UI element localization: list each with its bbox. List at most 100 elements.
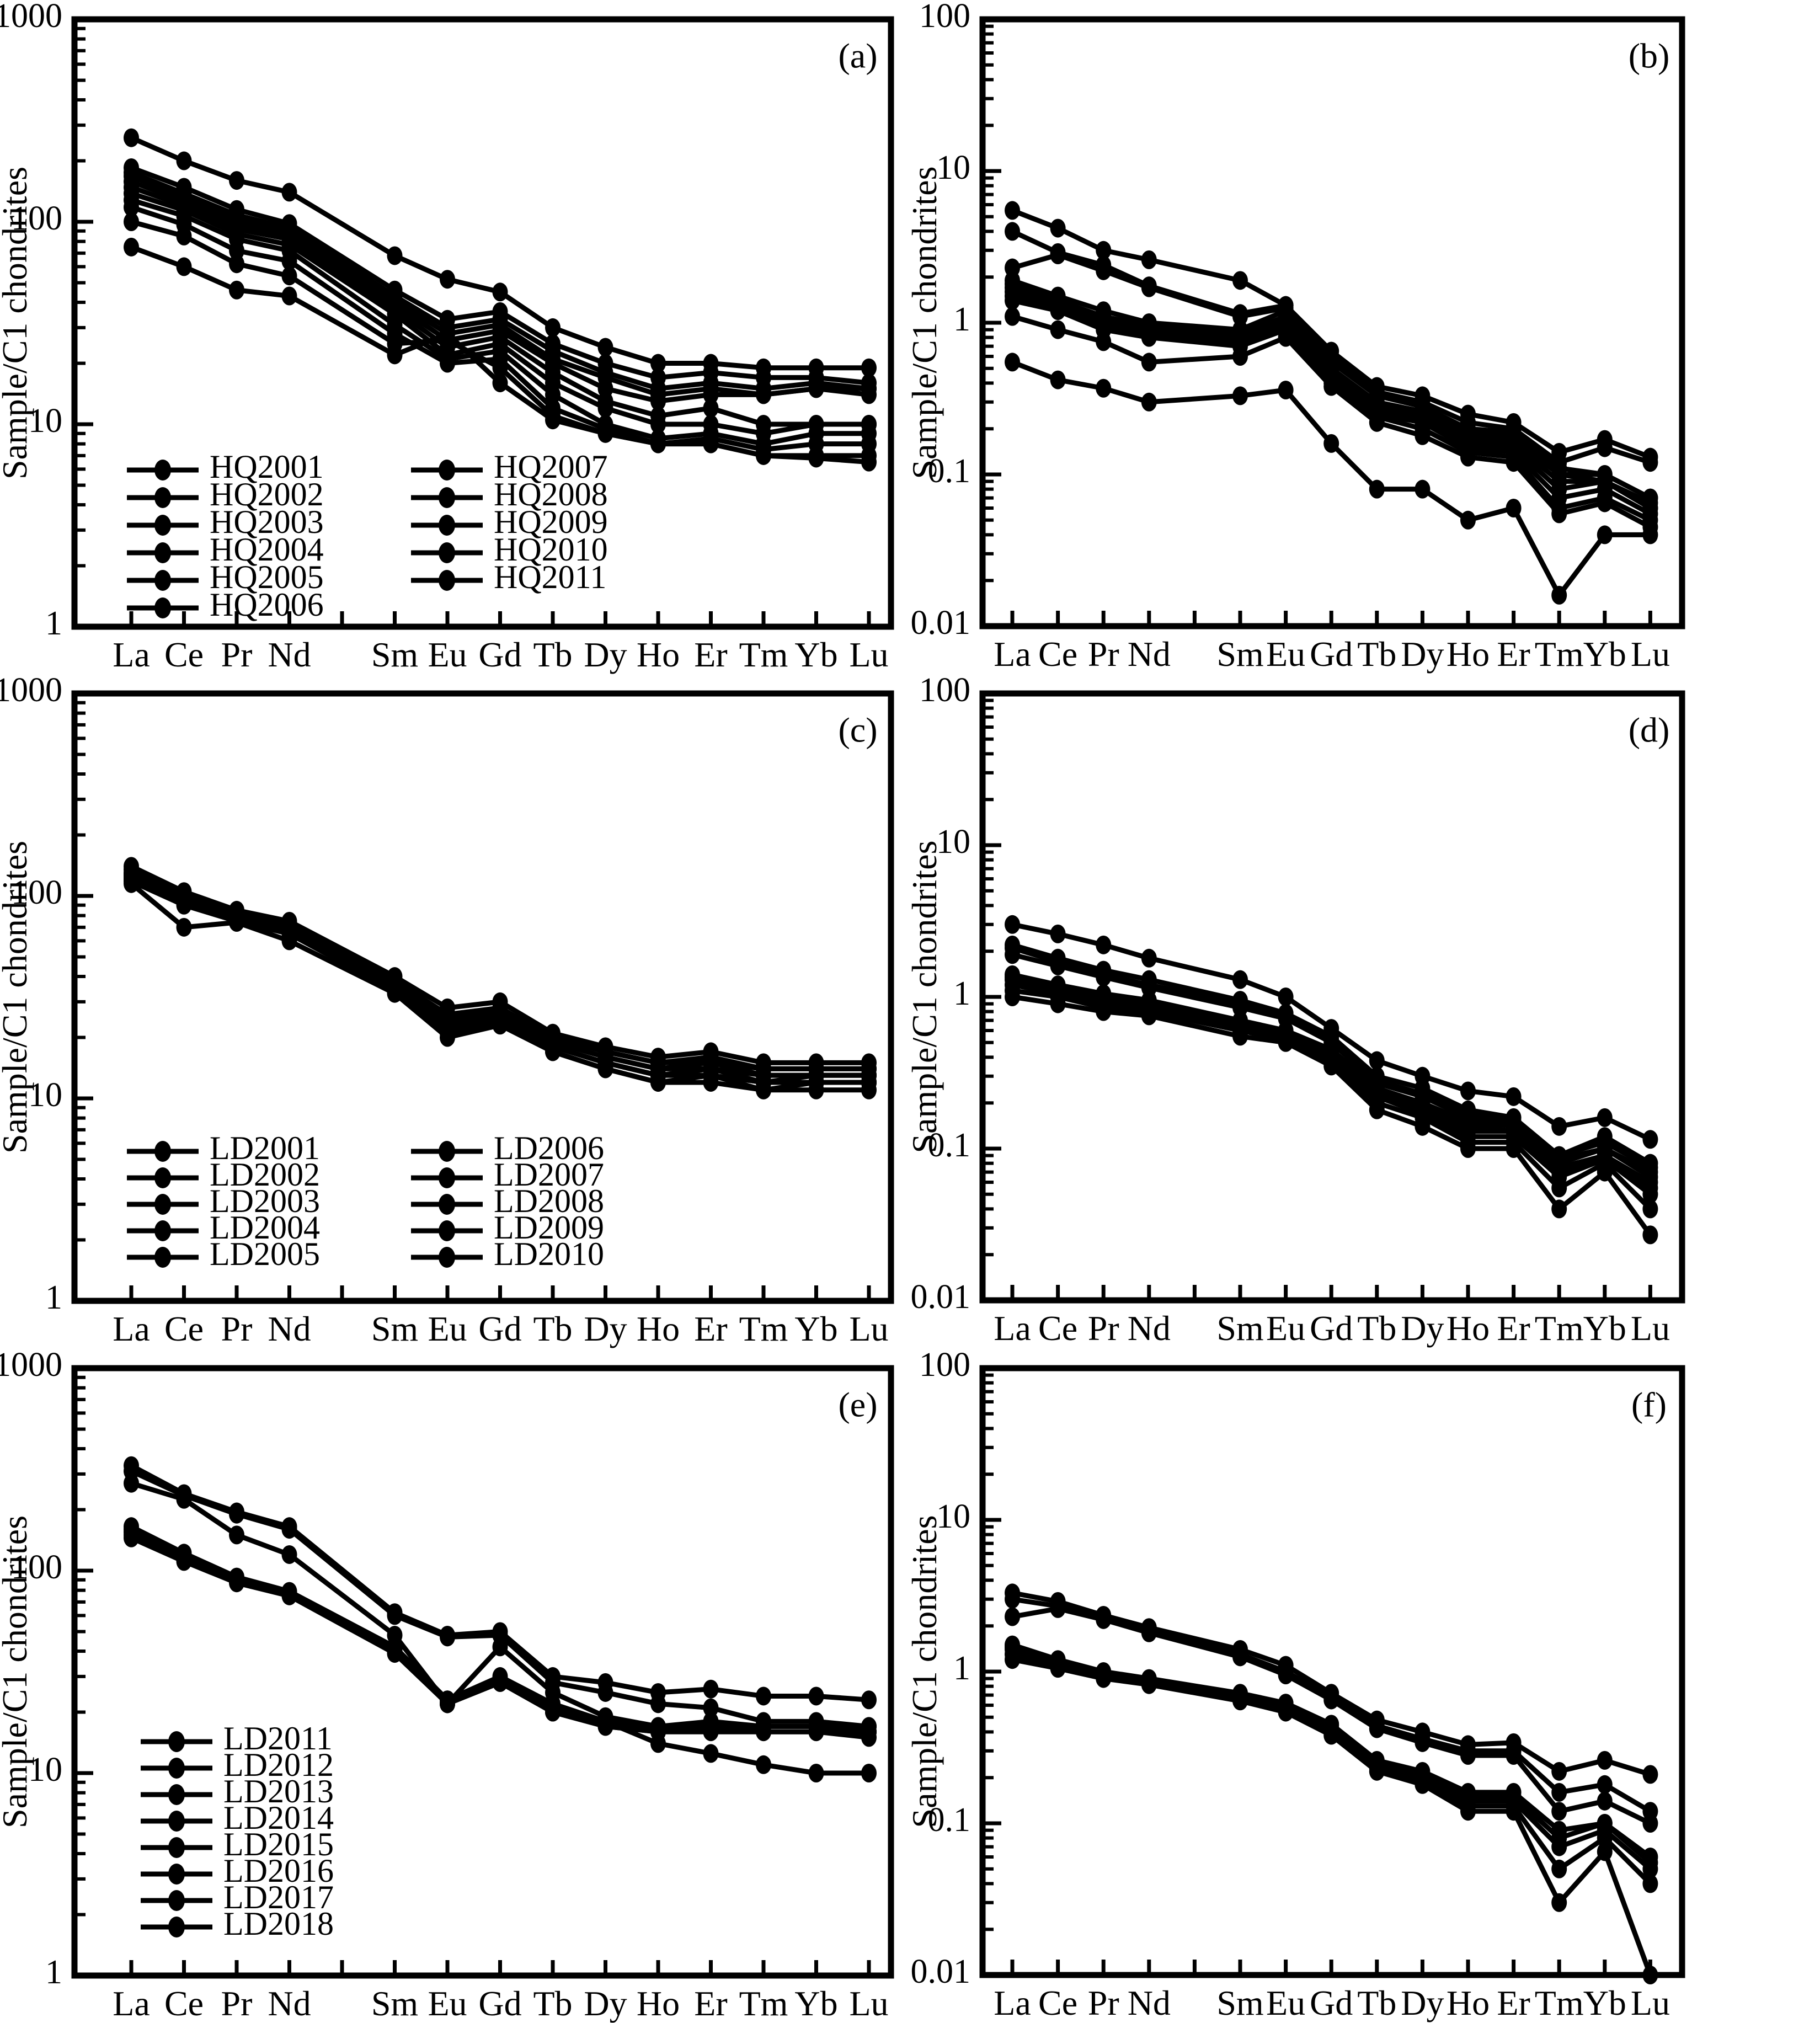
series-marker-s10 bbox=[1460, 1139, 1476, 1158]
panel-letter: (d) bbox=[1629, 711, 1670, 750]
series-marker-s11 bbox=[1460, 510, 1476, 530]
y-tick-label: 1000 bbox=[0, 674, 62, 709]
x-tick-label: Sm bbox=[1216, 634, 1263, 674]
series-marker-HQ2011 bbox=[756, 446, 771, 465]
x-tick-label: Ce bbox=[164, 1309, 204, 1348]
x-tick-label: Pr bbox=[1088, 1983, 1119, 2022]
series-marker-s6 bbox=[1642, 1859, 1658, 1878]
x-tick-label: Sm bbox=[371, 635, 418, 674]
x-tick-label: Tb bbox=[533, 635, 572, 674]
series-line-HQ2006 bbox=[130, 185, 869, 427]
y-axis-title: Sample/C1 chondrites bbox=[910, 166, 944, 479]
series-marker-HQ2009 bbox=[281, 252, 297, 271]
series-marker-s1 bbox=[1506, 1087, 1522, 1106]
series-marker-s1 bbox=[1551, 1117, 1567, 1136]
legend-label-LD2008: LD2008 bbox=[494, 1183, 604, 1219]
x-tick-label: Tm bbox=[1535, 1309, 1584, 1348]
series-marker-HQ2005 bbox=[808, 379, 824, 398]
series-marker-s3 bbox=[1232, 1647, 1248, 1667]
series-marker-HQ2009 bbox=[440, 354, 455, 373]
panel-c: 1 10 100 1000 La Ce Pr Nd Sm Eu Gd Tb Dy Ho Er Tm Yb Lu Sa… bbox=[0, 674, 910, 1348]
x-tick-label: Yb bbox=[794, 1309, 837, 1348]
legend-label-LD2015: LD2015 bbox=[223, 1826, 334, 1862]
x-tick-label: Gd bbox=[1310, 1983, 1353, 2022]
series-marker-HQ2008 bbox=[545, 385, 561, 404]
legend-marker-dot bbox=[168, 1864, 185, 1885]
series-marker-LD2010 bbox=[176, 917, 192, 937]
panel-e: 1 10 100 1000 La Ce Pr Nd Sm Eu Gd Tb Dy Ho Er Tm Yb Lu Sa… bbox=[0, 1349, 910, 2023]
x-tick-label: Tb bbox=[533, 1309, 572, 1348]
series-marker-s2 bbox=[1005, 222, 1020, 241]
series-marker-HQ2010 bbox=[229, 254, 244, 274]
series-marker-LD2010 bbox=[756, 1080, 771, 1099]
x-tick-label: Ho bbox=[637, 1309, 680, 1348]
series-marker-s2 bbox=[1597, 438, 1613, 457]
y-tick-label: 0.01 bbox=[911, 604, 971, 642]
series-marker-s2 bbox=[1005, 1589, 1020, 1609]
x-tick-label: Nd bbox=[268, 1984, 311, 2023]
legend-marker-dot bbox=[154, 487, 171, 508]
series-marker-s4 bbox=[1096, 968, 1112, 987]
series-marker-HQ2011 bbox=[229, 280, 244, 300]
x-tick-label: La bbox=[113, 635, 150, 674]
series-marker-LD2010 bbox=[703, 1072, 719, 1092]
legend-marker-dot bbox=[168, 1837, 185, 1858]
series-marker-HQ2011 bbox=[808, 449, 824, 468]
x-tick-label: Lu bbox=[1631, 1983, 1670, 2022]
legend-label-HQ2010: HQ2010 bbox=[494, 531, 608, 568]
y-tick-label: 1000 bbox=[0, 0, 62, 35]
x-tick-label: Er bbox=[694, 635, 727, 674]
legend-label-LD2017: LD2017 bbox=[223, 1879, 334, 1915]
series-marker-s1 bbox=[1141, 250, 1157, 269]
series-marker-s8 bbox=[1460, 1802, 1476, 1821]
series-marker-s8 bbox=[1232, 1691, 1248, 1711]
panel-letter: (f) bbox=[1631, 1385, 1667, 1424]
series-line-s4 bbox=[1011, 952, 1652, 1175]
x-tick-label: Dy bbox=[1401, 634, 1444, 674]
series-marker-LD2018 bbox=[492, 1673, 508, 1692]
series-marker-s3 bbox=[1141, 278, 1157, 297]
series-line-LD2018 bbox=[130, 1535, 869, 1776]
y-tick-label: 100 bbox=[919, 0, 970, 35]
series-marker-LD2010 bbox=[650, 1072, 666, 1092]
x-tick-label: Yb bbox=[1583, 1983, 1626, 2022]
y-tick-label: 10 bbox=[936, 149, 970, 186]
legend-marker-dot bbox=[168, 1811, 185, 1832]
legend-marker-dot bbox=[168, 1917, 185, 1937]
series-marker-LD2010 bbox=[281, 931, 297, 951]
series-marker-s3 bbox=[1597, 1791, 1613, 1811]
series-marker-s4 bbox=[1005, 945, 1020, 964]
series-marker-s10 bbox=[1323, 1056, 1339, 1076]
series-marker-HQ2001 bbox=[387, 246, 403, 265]
series-marker-LD2018 bbox=[861, 1764, 877, 1782]
legend-label-LD2007: LD2007 bbox=[494, 1156, 604, 1193]
series-marker-s7 bbox=[1551, 1859, 1567, 1878]
y-tick-label: 100 bbox=[11, 200, 62, 237]
legend-marker-dot bbox=[439, 1141, 455, 1162]
series-marker-s1 bbox=[1597, 1750, 1613, 1770]
series-marker-HQ2005 bbox=[650, 392, 666, 411]
series-marker-s3 bbox=[1096, 261, 1112, 280]
legend-label-LD2014: LD2014 bbox=[223, 1800, 334, 1836]
series-marker-s8 bbox=[1415, 1775, 1431, 1794]
legend-marker-dot bbox=[154, 460, 171, 481]
series-marker-s9 bbox=[1141, 328, 1157, 347]
legend-marker-dot bbox=[439, 1247, 455, 1268]
series-marker-s8 bbox=[1597, 1842, 1613, 1861]
series-marker-LD2018 bbox=[229, 1573, 244, 1593]
legend-marker-dot bbox=[168, 1758, 185, 1779]
series-marker-s11 bbox=[1415, 479, 1431, 499]
series-marker-s8 bbox=[1369, 1762, 1385, 1781]
x-tick-label: Eu bbox=[428, 635, 467, 674]
series-marker-HQ2010 bbox=[124, 212, 139, 231]
series-line-HQ2005 bbox=[130, 179, 869, 404]
legend-label-LD2009: LD2009 bbox=[494, 1209, 604, 1246]
series-marker-LD2018 bbox=[597, 1712, 613, 1731]
x-tick-label: Ce bbox=[1038, 1983, 1077, 2022]
y-tick-label: 0.01 bbox=[911, 1953, 971, 1990]
x-tick-label: Nd bbox=[268, 1309, 311, 1348]
series-marker-LD2011 bbox=[703, 1679, 719, 1699]
legend-label-HQ2003: HQ2003 bbox=[210, 504, 324, 540]
x-tick-label: Gd bbox=[478, 1984, 521, 2023]
x-tick-label: Er bbox=[694, 1309, 727, 1348]
